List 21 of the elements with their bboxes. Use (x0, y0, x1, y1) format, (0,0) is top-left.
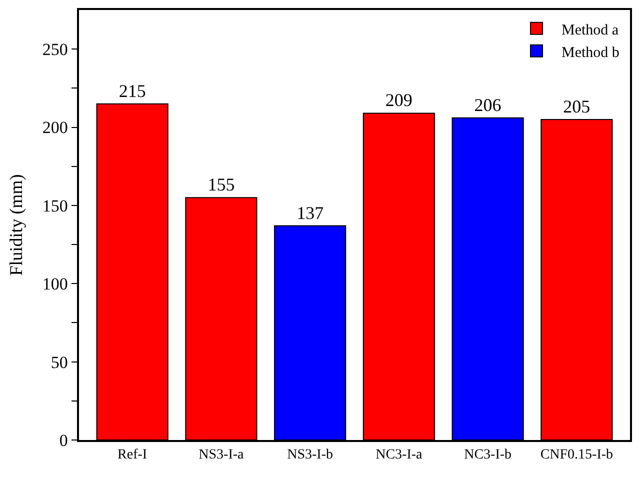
x-tick-label: NS3-I-a (198, 448, 245, 463)
x-tick-label: NC3-I-b (464, 448, 512, 463)
x-tick-label: CNF0.15-I-b (540, 448, 614, 463)
y-tick-label: 150 (42, 196, 68, 216)
y-axis-title: Fluidity (mm) (6, 174, 26, 276)
y-tick-label: 0 (59, 430, 68, 450)
x-tick-label: NC3-I-a (376, 448, 424, 463)
data-label: 205 (563, 96, 590, 116)
data-label: 206 (474, 94, 502, 115)
y-tick-label: 50 (50, 352, 68, 372)
data-label: 155 (208, 174, 235, 195)
data-label: 215 (118, 80, 146, 101)
y-tick-label: 250 (42, 40, 68, 60)
x-tick-label: NS3-I-b (287, 448, 334, 463)
y-tick-label: 200 (42, 118, 68, 138)
legend-label: Method b (561, 44, 620, 61)
data-label: 137 (296, 202, 324, 223)
data-label: 209 (385, 90, 412, 110)
y-tick-label: 100 (42, 274, 68, 294)
legend-label: Method a (561, 22, 619, 38)
x-tick-label: Ref-I (118, 448, 148, 463)
